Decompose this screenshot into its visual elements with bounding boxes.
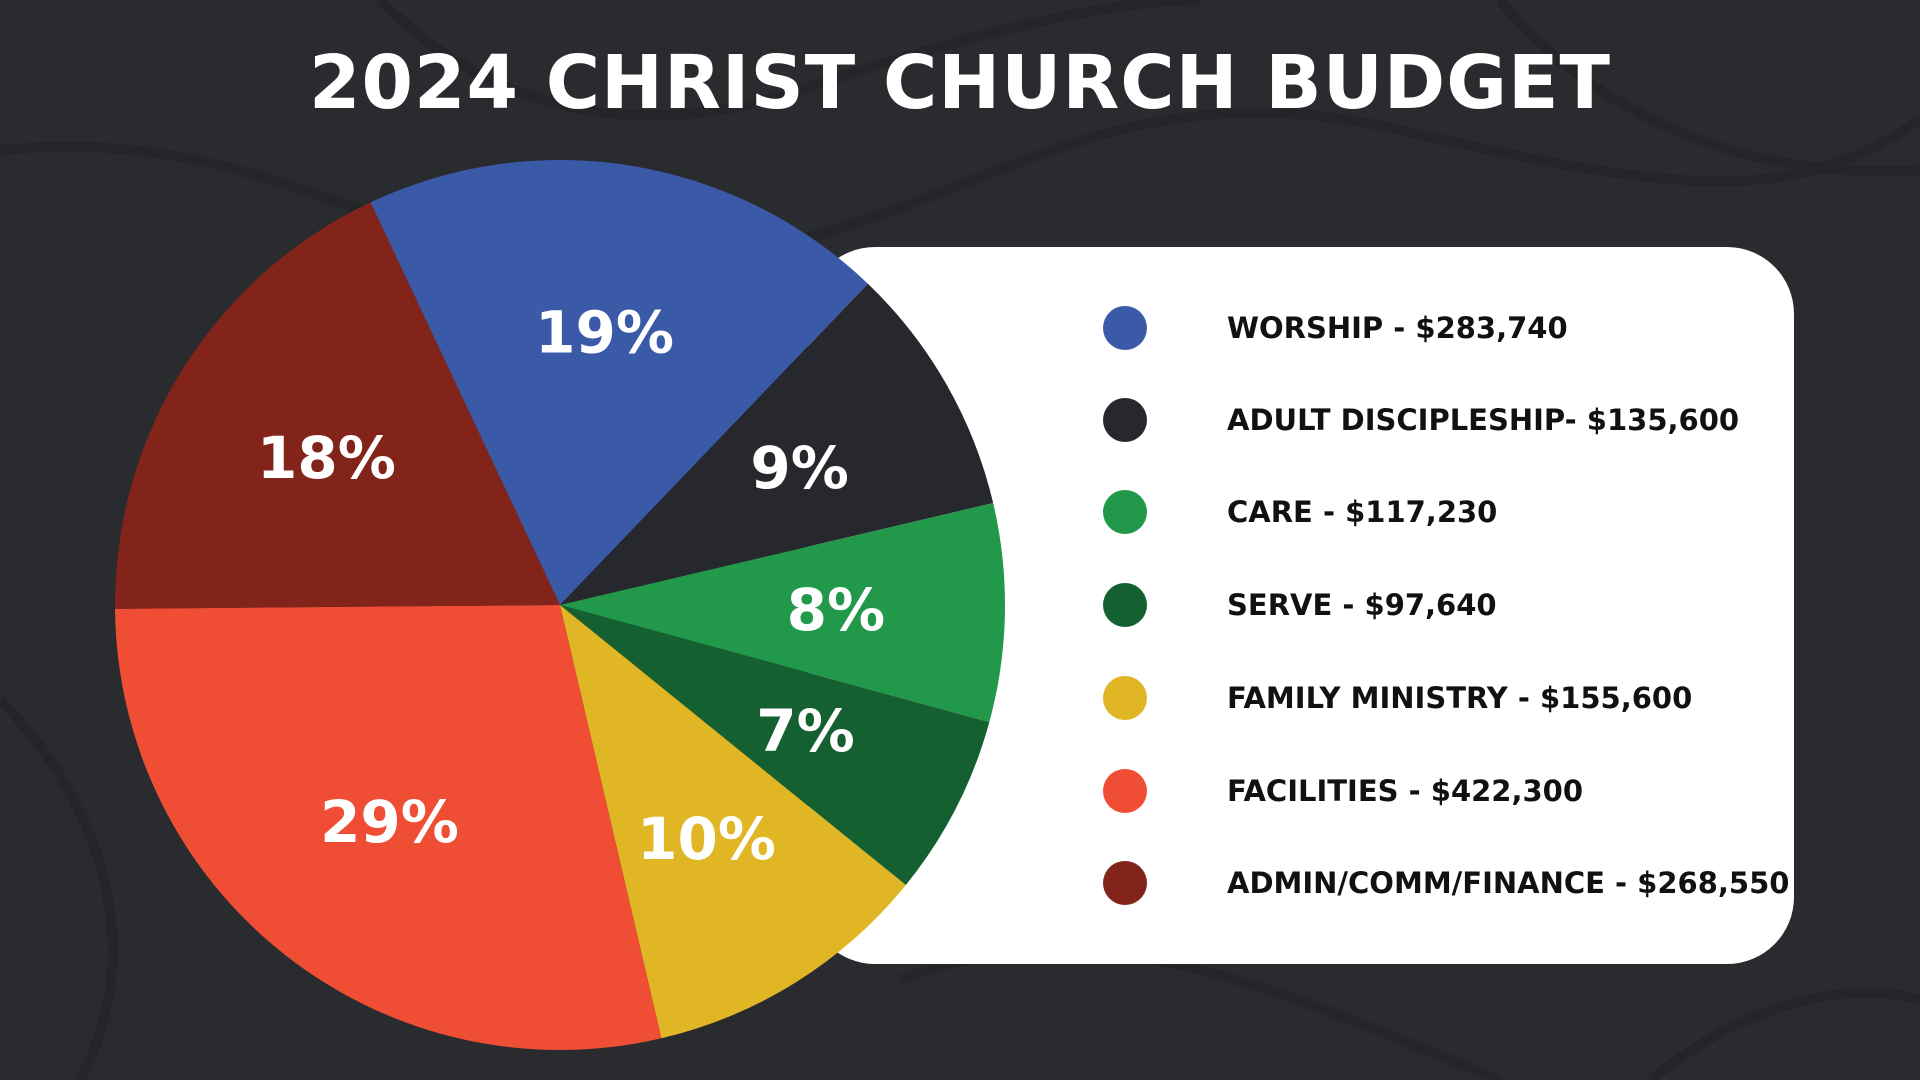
pie-slice [560,605,906,1039]
legend-item: FACILITIES - $422,300 [1103,769,1583,813]
legend-label: SERVE - $97,640 [1227,588,1497,622]
pie-slice [370,160,868,605]
slice-percent-label: 19% [535,299,674,367]
legend-swatch [1103,306,1147,350]
pie-slice [560,503,1005,723]
legend-item: SERVE - $97,640 [1103,583,1497,627]
legend-label: ADULT DISCIPLESHIP- $135,600 [1227,403,1740,437]
chart-title: 2024 CHRIST CHURCH BUDGET [308,40,1611,126]
legend-label: ADMIN/COMM/FINANCE - $268,550 [1227,866,1790,900]
slice-percent-label: 8% [787,576,885,644]
pie-slice [560,605,990,886]
legend-swatch [1103,490,1147,534]
pie-slice [560,283,994,605]
legend-swatch [1103,583,1147,627]
slice-percent-label: 10% [637,805,776,873]
legend-item: ADULT DISCIPLESHIP- $135,600 [1103,398,1739,442]
slice-percent-label: 18% [257,424,396,492]
legend-item: CARE - $117,230 [1103,490,1497,534]
slice-percent-label: 7% [756,697,854,765]
legend-swatch [1103,676,1147,720]
legend-item: WORSHIP - $283,740 [1103,306,1568,350]
pie-slice [115,605,662,1050]
legend-label: CARE - $117,230 [1227,495,1498,529]
legend-swatch [1103,769,1147,813]
legend-label: FACILITIES - $422,300 [1227,774,1584,808]
slice-percent-label: 29% [320,788,459,856]
pie-slice [115,202,560,609]
legend-swatch [1103,861,1147,905]
legend-item: FAMILY MINISTRY - $155,600 [1103,676,1692,720]
slice-percent-label: 9% [750,434,848,502]
legend-label: WORSHIP - $283,740 [1227,311,1568,345]
legend-swatch [1103,398,1147,442]
legend-label: FAMILY MINISTRY - $155,600 [1227,681,1693,715]
legend-item: ADMIN/COMM/FINANCE - $268,550 [1103,861,1789,905]
